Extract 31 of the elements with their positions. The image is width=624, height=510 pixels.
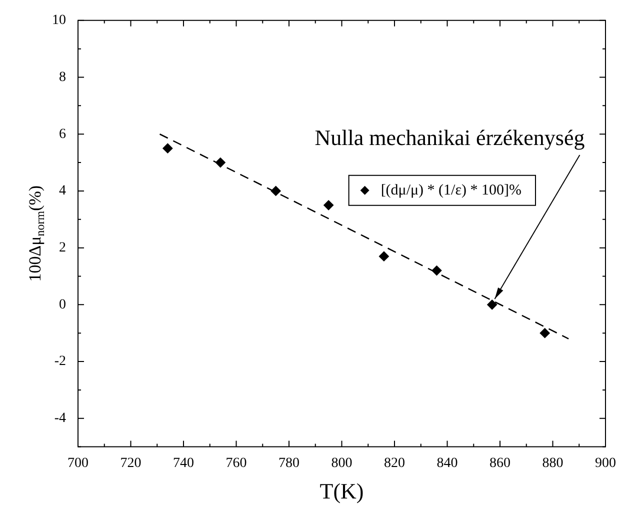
point [324, 200, 334, 210]
legend-label: [(dμ/μ) * (1/ε) * 100]% [380, 182, 522, 198]
point [432, 266, 442, 276]
x-tick-label: 740 [173, 456, 194, 471]
x-tick-label: 840 [436, 456, 458, 471]
point [270, 186, 281, 196]
y-tick-label: -4 [54, 411, 66, 426]
x-tick-label: 800 [331, 456, 352, 471]
y-tick-label: 4 [59, 184, 66, 199]
annotation: Nulla mechanikai érzékenység [314, 124, 585, 150]
point [487, 300, 498, 310]
x-tick-label: 760 [226, 456, 247, 471]
y-tick-label: 10 [52, 13, 66, 28]
x-tick-label: 820 [384, 456, 405, 471]
x-tick-label: 900 [595, 456, 616, 471]
y-tick-label: 0 [59, 297, 66, 312]
x-tick-label: 880 [542, 456, 564, 471]
x-tick-label: 720 [120, 456, 142, 471]
point [378, 251, 389, 262]
x-axis-title: T(K) [320, 478, 364, 504]
x-tick-label: 860 [490, 456, 510, 471]
y-tick-label: -2 [54, 354, 66, 370]
point [162, 143, 173, 154]
x-tick-label: 780 [278, 456, 300, 471]
point [540, 328, 550, 338]
y-axis-title: 100Δμnorm(%) [25, 185, 48, 282]
x-tick-label: 700 [68, 456, 88, 471]
point [215, 158, 226, 168]
y-tick-label: 6 [59, 126, 66, 142]
y-tick-label: 8 [59, 70, 66, 85]
y-tick-label: 2 [59, 240, 66, 256]
